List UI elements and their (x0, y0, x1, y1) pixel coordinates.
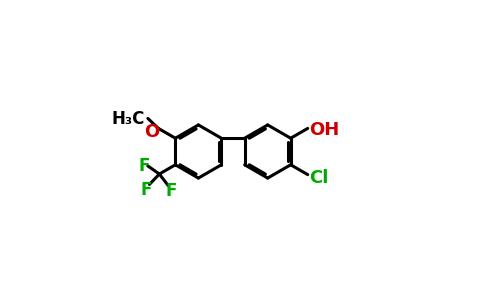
Text: H₃C: H₃C (112, 110, 145, 128)
Text: F: F (165, 182, 177, 200)
Text: OH: OH (309, 121, 339, 139)
Text: Cl: Cl (309, 169, 328, 188)
Text: F: F (139, 157, 150, 175)
Text: F: F (141, 181, 152, 199)
Text: O: O (144, 123, 160, 141)
